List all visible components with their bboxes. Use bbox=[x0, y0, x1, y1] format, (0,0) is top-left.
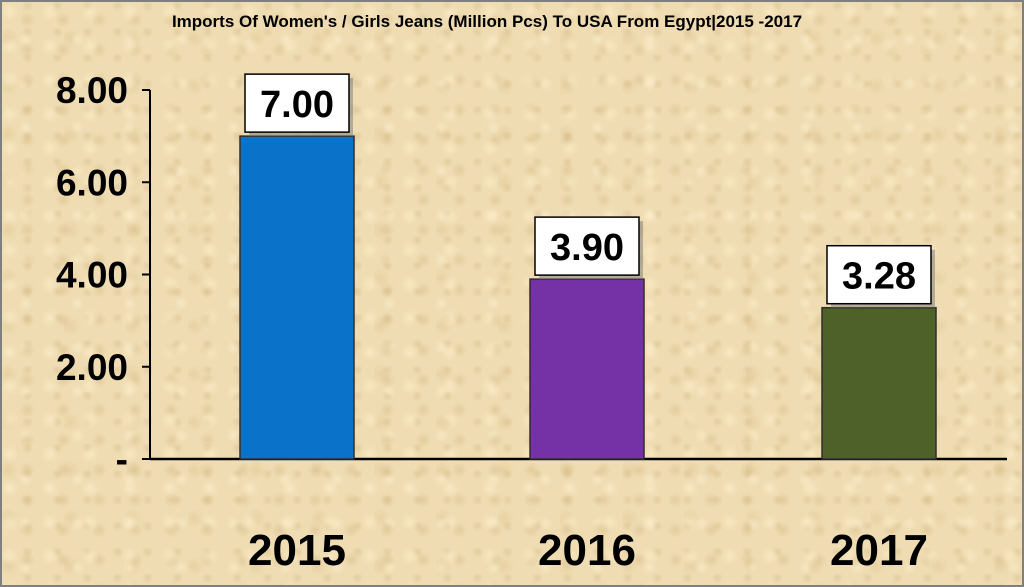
x-tick-label: 2017 bbox=[830, 526, 928, 575]
data-label: 3.90 bbox=[550, 227, 624, 269]
y-tick-label: 8.00 bbox=[56, 70, 128, 111]
y-tick-label: 6.00 bbox=[56, 162, 128, 203]
bar-2015 bbox=[239, 135, 355, 460]
data-label: 7.00 bbox=[260, 84, 334, 126]
y-tick-label: - bbox=[116, 439, 128, 480]
bar-2016 bbox=[529, 278, 645, 460]
y-tick-label: 4.00 bbox=[56, 255, 128, 296]
data-label-box bbox=[244, 73, 350, 133]
bar-2017 bbox=[821, 306, 937, 460]
data-label: 3.28 bbox=[842, 256, 916, 298]
y-tick-label: 2.00 bbox=[56, 347, 128, 388]
x-tick-label: 2015 bbox=[248, 526, 346, 575]
x-tick-label: 2016 bbox=[538, 526, 636, 575]
chart-title: Imports Of Women's / Girls Jeans (Millio… bbox=[171, 12, 803, 31]
data-label-box bbox=[826, 244, 932, 305]
data-label-box bbox=[534, 216, 640, 276]
